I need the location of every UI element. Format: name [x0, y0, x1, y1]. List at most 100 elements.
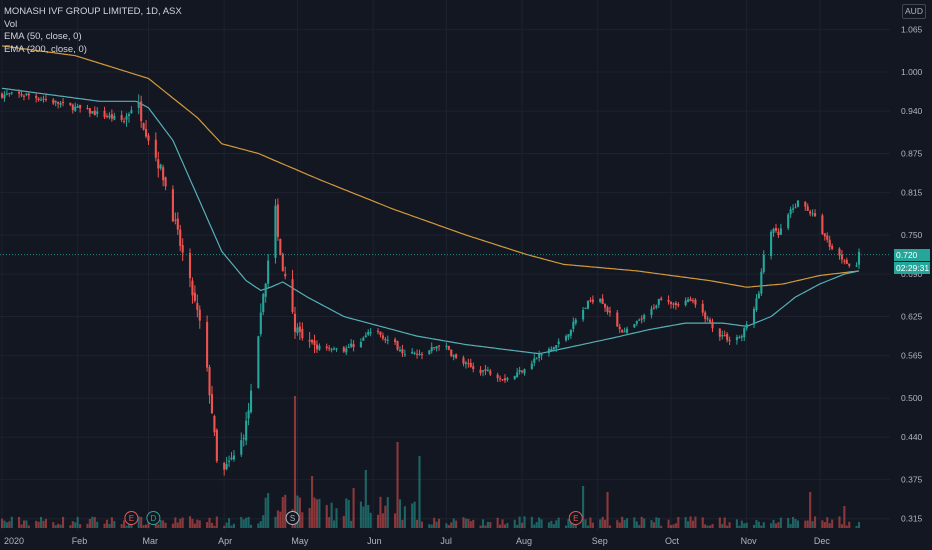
volume-bar — [313, 497, 316, 528]
volume-bar — [672, 524, 675, 528]
event-marker — [124, 511, 139, 525]
candle-body — [608, 311, 612, 313]
ema200-path — [1, 45, 860, 288]
candle-body — [433, 347, 436, 349]
candle-body — [333, 348, 336, 350]
candle-body — [398, 350, 402, 352]
candle-body — [455, 354, 458, 358]
candle-body — [770, 231, 773, 256]
candle-body — [472, 366, 475, 370]
volume-bar — [54, 525, 57, 528]
volume-bar — [811, 521, 814, 528]
volume-bar — [530, 516, 533, 528]
candle-body — [538, 353, 541, 358]
volume-bar — [704, 524, 707, 528]
volume-bar — [821, 520, 824, 528]
volume-bar — [640, 516, 643, 528]
y-tick-label: 0.375 — [901, 475, 923, 485]
symbol-title[interactable]: MONASH IVF GROUP LIMITED, 1D, ASX — [4, 6, 182, 17]
candle-body — [140, 101, 143, 122]
candle-body — [831, 245, 834, 249]
volume-bar — [3, 520, 6, 528]
volume-bar — [728, 522, 731, 528]
volume-bar — [325, 504, 328, 528]
volume-bar — [669, 525, 673, 528]
candle-body — [589, 300, 592, 302]
volume-bar — [823, 522, 826, 528]
candle-body — [503, 378, 507, 381]
volume-bar — [826, 517, 829, 528]
candle-body — [108, 115, 111, 118]
candle-body — [147, 135, 150, 141]
volume-bar — [437, 518, 441, 528]
volume-bar — [262, 515, 265, 528]
volume-bar — [284, 494, 287, 528]
volume-bar — [726, 525, 729, 528]
candle-body — [71, 104, 74, 111]
x-tick-label: Jun — [367, 536, 382, 546]
volume-bar — [0, 518, 4, 528]
candle-body — [276, 204, 279, 237]
ema50-label[interactable]: EMA (50, close, 0) — [4, 31, 82, 42]
volume-bar — [416, 519, 419, 528]
volume-bar — [296, 495, 299, 528]
volume-bar — [523, 516, 526, 528]
candle-body — [481, 370, 485, 372]
candle-body — [821, 215, 824, 235]
volume-bar — [120, 524, 123, 528]
volume-bar — [140, 517, 143, 528]
volume-bar — [350, 520, 353, 528]
candle-body — [464, 362, 467, 364]
y-tick-label: 1.000 — [901, 67, 923, 77]
candle-body — [420, 354, 424, 356]
event-marker — [568, 511, 583, 525]
volume-bar — [376, 514, 380, 528]
candle-body — [240, 440, 243, 455]
volume-bar — [591, 522, 594, 528]
x-tick-label: Nov — [741, 536, 758, 546]
candle-body — [96, 111, 99, 114]
candle-body — [430, 347, 433, 351]
volume-bar — [787, 517, 790, 528]
vol-label[interactable]: Vol — [4, 18, 18, 30]
candle-body — [350, 343, 353, 347]
volume-bar — [137, 516, 140, 528]
volume-bar — [506, 522, 509, 528]
volume-bar — [301, 512, 304, 528]
candle-body — [249, 390, 253, 413]
candle-body — [88, 108, 91, 114]
candle-body — [59, 103, 62, 105]
time-axis[interactable]: 2020 Feb Mar Apr May Jun Jul Aug Sep Oct Nov Dec — [0, 530, 893, 550]
candle-body — [418, 353, 421, 355]
volume-bar — [57, 523, 60, 528]
volume-bar — [274, 516, 277, 528]
y-tick-label: 0.315 — [901, 514, 923, 524]
candle-body — [413, 352, 416, 354]
candle-body — [499, 378, 502, 380]
ema200-label[interactable]: EMA (200, close, 0) — [4, 43, 87, 55]
candle-body — [20, 94, 23, 96]
volume-bar — [179, 518, 182, 528]
candle-body — [586, 300, 590, 309]
candle-body — [52, 99, 55, 104]
ema50-path — [1, 87, 860, 355]
candle-body — [137, 102, 140, 108]
volume-bar — [113, 521, 116, 528]
currency-badge[interactable]: AUD — [902, 4, 926, 19]
x-tick-label: Sep — [592, 536, 608, 546]
candle-body — [69, 102, 72, 105]
volume-bar — [108, 524, 111, 528]
candle-body — [369, 332, 372, 334]
volume-bar — [694, 516, 697, 528]
price-axis[interactable]: 1.065 1.000 0.940 0.875 0.815 0.750 0.690 0.625… — [891, 0, 932, 550]
volume-bar — [298, 497, 301, 528]
volume-bar — [181, 517, 184, 528]
candle-body — [362, 337, 365, 341]
volume-bar — [513, 519, 516, 528]
volume-bar — [154, 521, 157, 528]
candle-body — [625, 328, 629, 333]
candle-body — [437, 345, 441, 347]
volume-bar — [242, 519, 245, 528]
volume-bar — [145, 524, 148, 528]
